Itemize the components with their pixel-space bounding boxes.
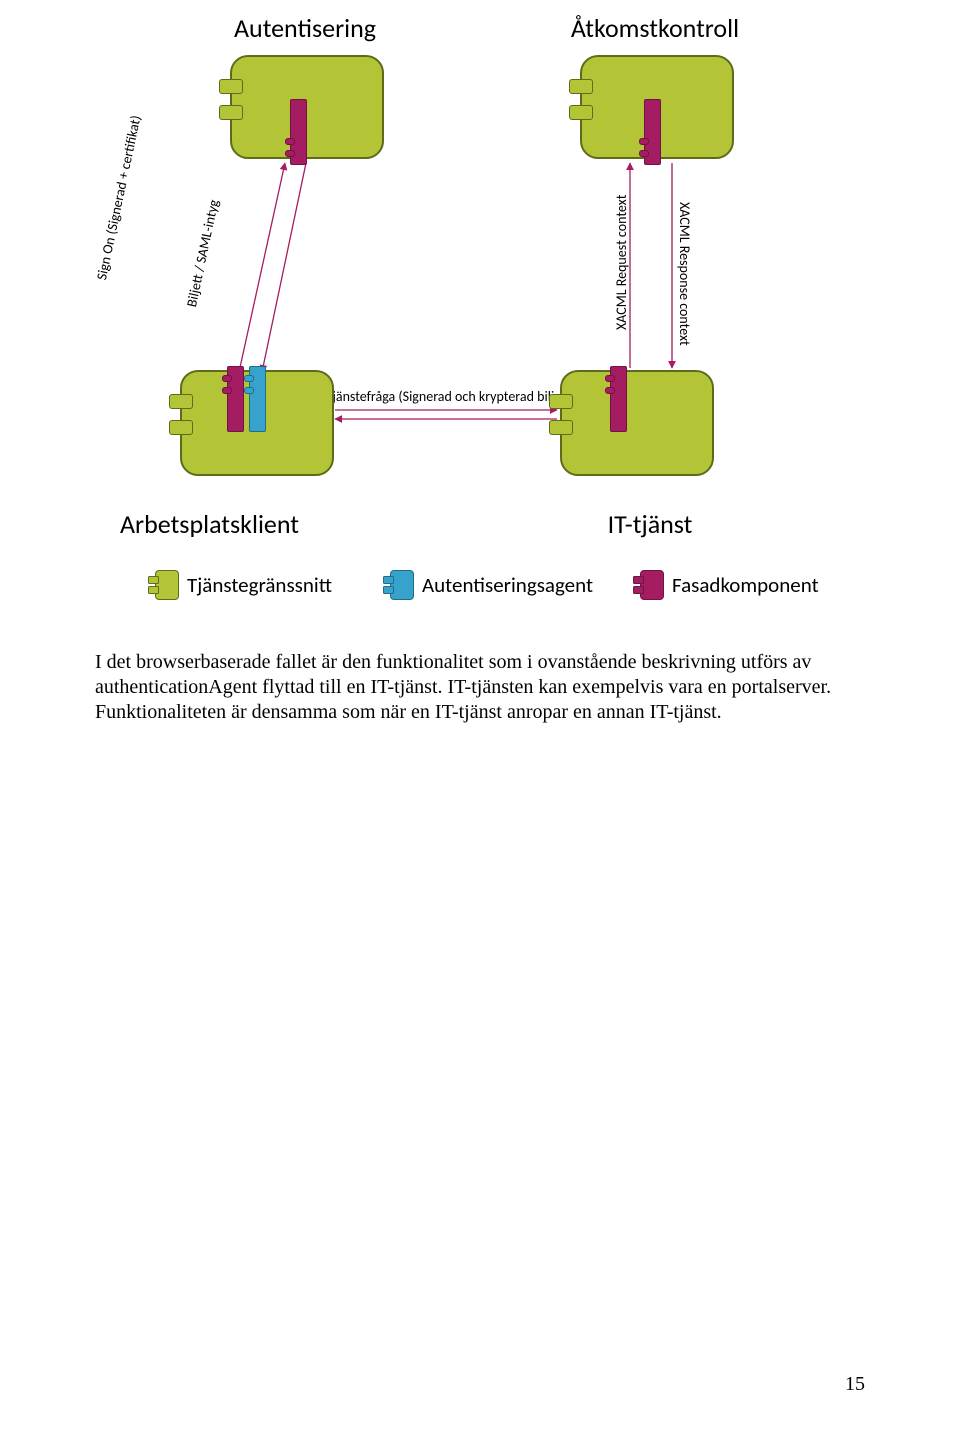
legend-icon-notch (383, 586, 394, 594)
attach-notch (244, 375, 254, 382)
legend-fasadkomponent: Fasadkomponent (640, 570, 819, 600)
node-notch (569, 79, 593, 94)
label-it-tjanst: IT-tjänst (560, 508, 740, 540)
title-atkomstkontroll: Åtkomstkontroll (530, 12, 780, 44)
attach-notch (605, 387, 615, 394)
node-atkomstkontroll (580, 55, 734, 159)
node-it-tjanst (560, 370, 714, 476)
node-notch (219, 105, 243, 120)
edge-label-tjanstefraga: Tjänstefråga (Signerad och krypterad bil… (310, 388, 590, 405)
legend-icon-notch (633, 586, 644, 594)
auth-agent-attachment (249, 366, 266, 432)
legend-icon-notch (148, 576, 159, 584)
title-autentisering: Autentisering (200, 12, 410, 44)
legend-label: Tjänstegränssnitt (187, 572, 332, 598)
edge-label-xacml-resp: XACML Response context (676, 202, 693, 372)
legend-icon (390, 570, 414, 600)
edge-label-xacml-req: XACML Request context (613, 170, 630, 330)
legend-icon (155, 570, 179, 600)
legend-label: Fasadkomponent (672, 572, 819, 598)
page-number: 15 (845, 1373, 865, 1396)
attach-notch (285, 150, 295, 157)
node-notch (549, 420, 573, 435)
legend-icon (640, 570, 664, 600)
attach-notch (639, 138, 649, 145)
node-arbetsplatsklient (180, 370, 334, 476)
edge-label-biljett: Biljett / SAML-intyg (183, 148, 233, 308)
legend-tjanstegranssnitt: Tjänstegränssnitt (155, 570, 332, 600)
legend-autentiseringsagent: Autentiseringsagent (390, 570, 593, 600)
attach-notch (244, 387, 254, 394)
node-notch (169, 420, 193, 435)
fasad-attachment (644, 99, 661, 165)
node-notch (169, 394, 193, 409)
node-autentisering (230, 55, 384, 159)
attach-notch (222, 375, 232, 382)
legend-label: Autentiseringsagent (422, 572, 593, 598)
node-notch (219, 79, 243, 94)
node-notch (549, 394, 573, 409)
fasad-attachment (610, 366, 627, 432)
label-arbetsplatsklient: Arbetsplatsklient (120, 508, 390, 540)
attach-notch (222, 387, 232, 394)
fasad-attachment (290, 99, 307, 165)
body-paragraph: I det browserbaserade fallet är den funk… (95, 650, 865, 725)
legend-icon-notch (148, 586, 159, 594)
node-notch (569, 105, 593, 120)
attach-notch (639, 150, 649, 157)
attach-notch (605, 375, 615, 382)
fasad-attachment (227, 366, 244, 432)
legend-icon-notch (633, 576, 644, 584)
legend-icon-notch (383, 576, 394, 584)
edge-label-sign-on: Sign On (Signerad + certifikat) (93, 73, 153, 282)
attach-notch (285, 138, 295, 145)
